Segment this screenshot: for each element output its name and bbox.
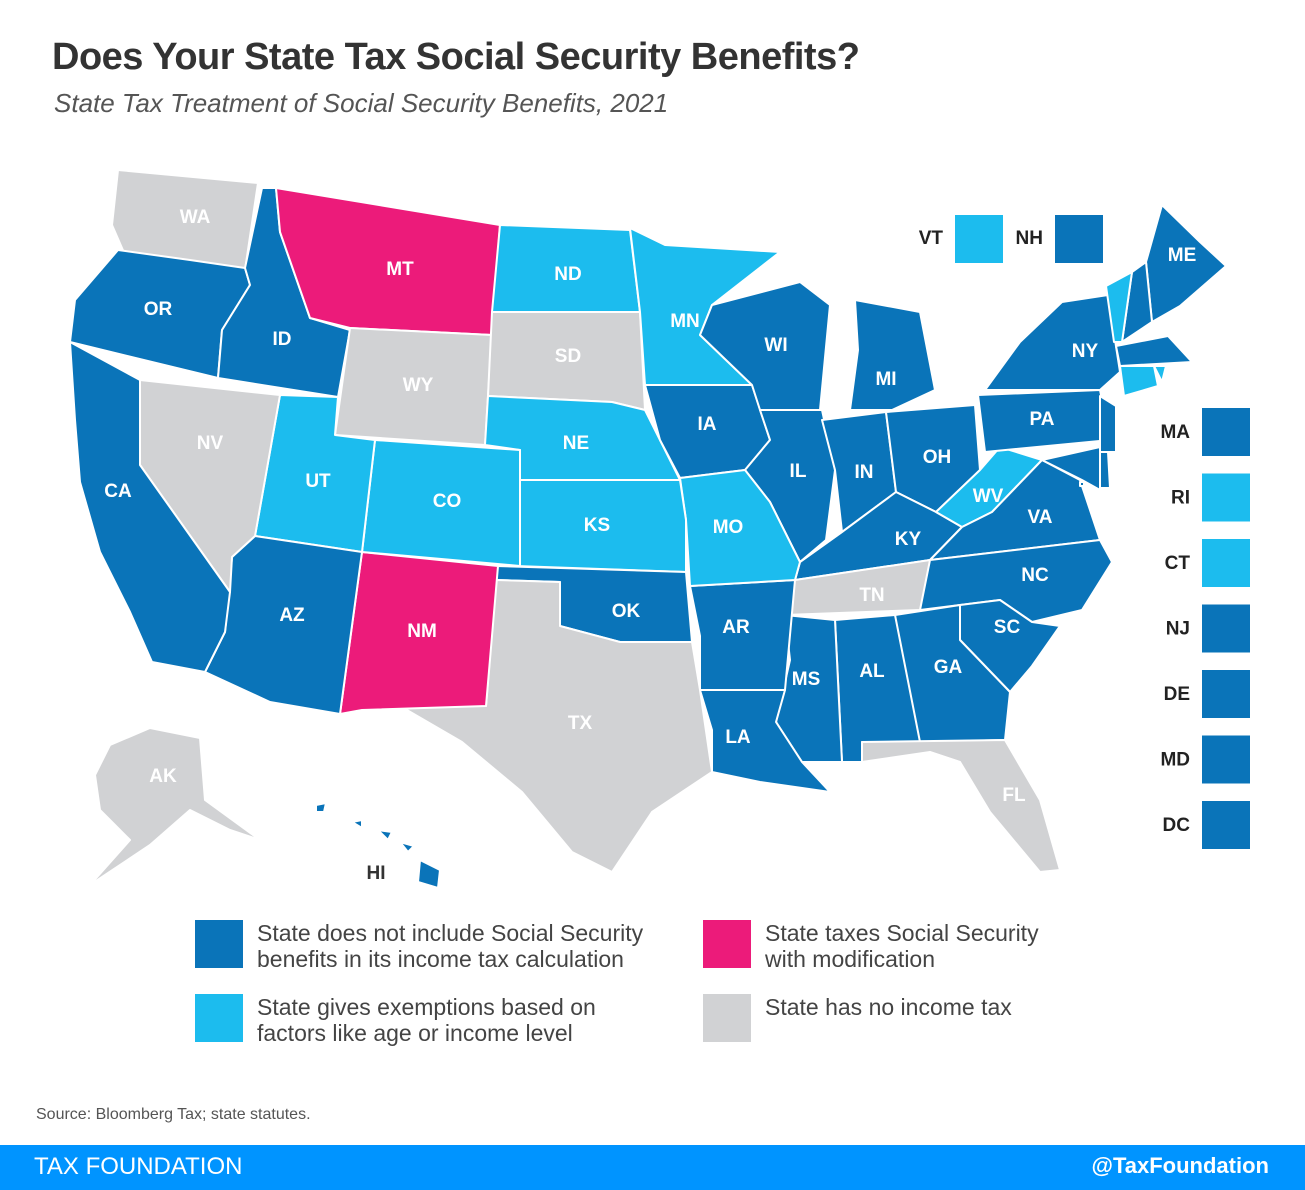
state-ma [1115,335,1193,367]
state-dc [1079,481,1085,487]
footer-bar: TAX FOUNDATION @TaxFoundation [0,1145,1305,1190]
box-label-ri: RI [1171,488,1190,509]
state-label-nm: NM [407,621,437,642]
state-la [699,689,831,793]
legend-swatch [703,920,751,968]
state-label-ut: UT [305,471,331,492]
source-note: Source: Bloomberg Tax; state statutes. [36,1106,311,1123]
state-label-in: IN [855,462,874,483]
box-label-dc: DC [1163,815,1191,836]
state-label-ga: GA [934,657,963,678]
state-label-mt: MT [386,259,414,280]
state-hi-island [377,829,393,841]
box-label-vt: VT [919,228,944,249]
state-label-ca: CA [104,481,132,502]
state-label-ar: AR [722,617,750,638]
state-hi [417,859,441,889]
state-ak [89,727,261,886]
state-label-sc: SC [994,617,1021,638]
legend-swatch [195,994,243,1042]
state-label-ny: NY [1072,341,1099,362]
state-md [1041,446,1101,491]
footer-handle[interactable]: @TaxFoundation [1091,1153,1269,1178]
state-de [1099,451,1111,489]
box-dc [1202,801,1250,849]
state-label-tn: TN [859,585,884,606]
legend-text: State has no income tax [765,994,1012,1020]
box-ri [1202,473,1250,522]
state-label-la: LA [725,727,751,748]
state-label-mo: MO [713,517,744,538]
box-de [1202,670,1250,718]
legend-item-taxes-with-modification: State taxes Social Security with modific… [703,920,1065,972]
box-label-ct: CT [1165,553,1191,574]
state-label-tx: TX [568,713,593,734]
legend-swatch [703,994,751,1042]
footer-brand: TAX FOUNDATION [34,1153,243,1180]
state-ct [1119,365,1159,397]
state-label-hi: HI [367,863,386,884]
state-fl [861,739,1061,873]
box-label-md: MD [1160,750,1190,771]
state-ny [984,294,1121,391]
state-label-id: ID [273,329,292,350]
state-vt [1105,271,1133,343]
state-label-wv: WV [973,486,1004,507]
state-label-nd: ND [554,264,581,285]
state-label-ak: AK [149,766,177,787]
state-label-wy: WY [403,375,434,396]
state-hi-island [399,841,415,853]
box-label-nj: NJ [1166,619,1190,640]
state-label-co: CO [433,491,462,512]
page-title: Does Your State Tax Social Security Bene… [52,36,860,78]
box-label-nh: NH [1016,228,1043,249]
state-label-nc: NC [1021,565,1049,586]
box-ma [1202,408,1250,456]
legend-text: State gives exemptions based on factors … [257,994,596,1046]
state-hi-island [315,802,327,813]
state-label-pa: PA [1030,409,1055,430]
state-label-ms: MS [792,669,821,690]
legend-item-not-included: State does not include Social Security b… [195,920,677,972]
state-nj [1099,395,1117,453]
state-label-ok: OK [612,601,641,622]
state-label-mi: MI [875,369,896,390]
state-label-sd: SD [555,346,581,367]
box-vt [955,215,1003,263]
state-ri [1153,365,1167,383]
state-label-wa: WA [180,207,211,228]
state-label-or: OR [144,299,173,320]
box-md [1202,735,1250,784]
state-hi-island [351,819,363,829]
state-ca [69,341,231,673]
state-label-nv: NV [197,433,224,454]
page-subtitle: State Tax Treatment of Social Security B… [54,88,669,118]
state-label-me: ME [1168,245,1197,266]
state-tx [399,579,713,873]
state-label-fl: FL [1002,785,1026,806]
legend-item-no-income-tax: State has no income tax [703,994,1085,1042]
box-label-ma: MA [1160,422,1190,443]
state-label-ks: KS [584,515,610,536]
legend-item-exemptions: State gives exemptions based on factors … [195,994,637,1046]
box-ct [1202,539,1250,587]
state-label-al: AL [859,661,885,682]
state-label-az: AZ [279,605,305,626]
box-nj [1202,604,1250,653]
state-label-oh: OH [923,447,952,468]
legend-swatch [195,920,243,968]
box-nh [1055,215,1103,263]
state-label-ia: IA [698,414,717,435]
state-label-va: VA [1028,507,1053,528]
state-label-il: IL [790,461,807,482]
state-label-ne: NE [563,433,589,454]
state-label-ky: KY [895,529,922,550]
box-label-de: DE [1164,684,1190,705]
legend-text: State does not include Social Security b… [257,920,644,972]
state-label-wi: WI [764,335,787,356]
state-label-mn: MN [670,311,700,332]
legend-text: State taxes Social Security with modific… [765,920,1039,972]
state-mi [849,299,936,411]
